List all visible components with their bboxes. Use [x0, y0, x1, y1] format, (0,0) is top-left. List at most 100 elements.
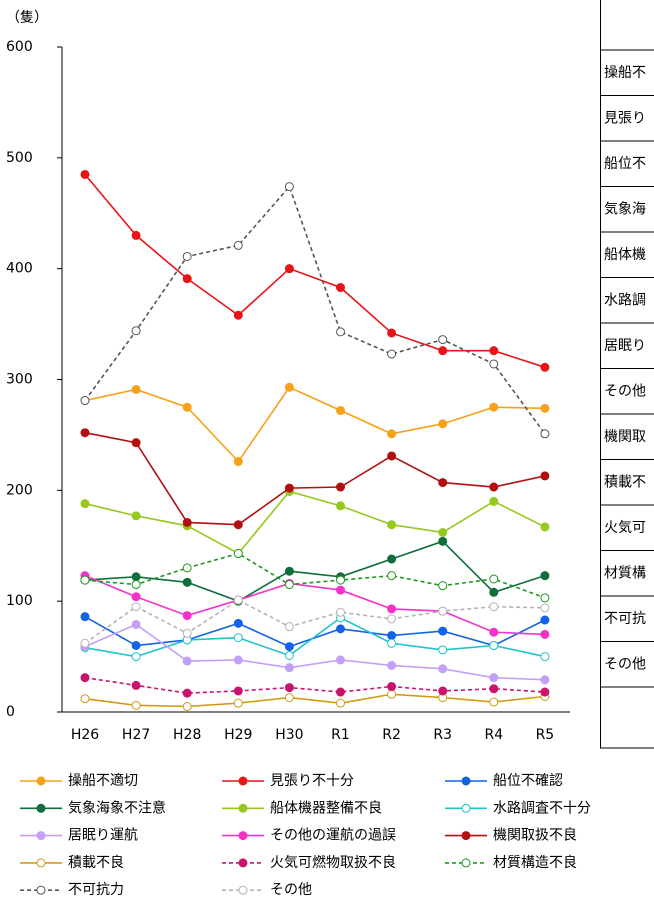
point [182, 701, 192, 711]
legend-label: 水路調査不十分 [493, 800, 591, 816]
legend-marker [461, 776, 471, 786]
legend-label: その他 [270, 882, 312, 898]
point [489, 496, 499, 506]
point [131, 700, 141, 710]
table-row-label: 不可抗 [604, 611, 646, 627]
point [284, 483, 294, 493]
point [233, 633, 243, 643]
point [387, 614, 397, 624]
point [438, 536, 448, 546]
table-row-label: 積載不 [604, 474, 646, 490]
series-line [84, 431, 546, 526]
point [336, 655, 345, 665]
table-row-label: その他 [604, 383, 646, 399]
point [336, 283, 345, 293]
legend-label: 船体機器整備不良 [270, 800, 382, 816]
point [489, 697, 499, 707]
point [182, 656, 192, 666]
point [233, 686, 243, 696]
point [182, 517, 192, 527]
point [233, 655, 243, 665]
point [540, 687, 550, 697]
table-row-label: 見張り [604, 110, 646, 126]
point [387, 349, 397, 359]
point [131, 619, 141, 629]
series-line [84, 676, 545, 694]
point [540, 362, 550, 372]
point [131, 592, 141, 602]
point [284, 642, 294, 652]
point [233, 457, 243, 467]
point [80, 169, 90, 179]
point [489, 641, 499, 650]
point [336, 501, 345, 511]
x-tick-label: H28 [173, 727, 201, 743]
legend-marker [461, 858, 471, 868]
point [540, 571, 550, 581]
y-tick-label: 0 [6, 704, 15, 720]
point [182, 402, 192, 412]
legend-label: 気象海象不注意 [68, 799, 166, 816]
point [80, 673, 90, 683]
table-row-label: 居眠り [604, 338, 646, 354]
legend-marker [36, 831, 46, 841]
x-tick-label: R5 [536, 727, 555, 743]
point [489, 359, 499, 369]
point [80, 638, 90, 648]
point [489, 627, 499, 637]
point [489, 402, 499, 412]
x-tick-label: R3 [433, 727, 452, 743]
point [540, 615, 550, 625]
point [233, 549, 243, 559]
point [438, 645, 448, 655]
series-line [84, 574, 545, 636]
point [131, 511, 141, 521]
point [438, 664, 448, 674]
table-frame [600, 0, 654, 749]
point [387, 660, 397, 670]
legend-marker [36, 803, 46, 813]
series-line [84, 386, 545, 463]
y-tick-label: 600 [6, 39, 33, 55]
point [387, 520, 397, 530]
legend-marker [36, 776, 46, 786]
point [438, 527, 448, 537]
series-line [84, 552, 546, 599]
legend-label: 機関取扱不良 [493, 828, 577, 844]
point [233, 310, 243, 320]
point [438, 626, 448, 636]
y-tick-label: 400 [6, 261, 33, 277]
series-line [84, 693, 545, 708]
series-line [84, 615, 546, 648]
legend-marker [238, 858, 248, 868]
point [284, 382, 294, 392]
point [131, 438, 141, 448]
legend-label: 居眠り運航 [68, 828, 138, 844]
point [182, 251, 192, 261]
series-line [84, 185, 546, 435]
point [540, 629, 550, 639]
point [131, 384, 141, 394]
y-tick-label: 300 [6, 372, 33, 388]
point [336, 585, 345, 595]
point [182, 563, 192, 573]
point [489, 602, 499, 612]
point [336, 698, 345, 708]
point [387, 328, 397, 338]
table-row-label: その他 [604, 656, 646, 672]
point [284, 182, 294, 192]
point [336, 482, 345, 492]
point [80, 396, 90, 406]
legend-label: その他の運航の過誤 [270, 828, 396, 844]
legend-label: 操船不適切 [68, 772, 138, 789]
series-line [84, 173, 546, 369]
point [233, 618, 243, 628]
series-line [84, 540, 546, 603]
point [233, 240, 243, 250]
legend-marker [461, 831, 471, 841]
point [438, 606, 448, 616]
table-row-label: 操船不 [604, 65, 646, 81]
point [131, 641, 141, 650]
x-tick-label: H30 [275, 727, 303, 743]
